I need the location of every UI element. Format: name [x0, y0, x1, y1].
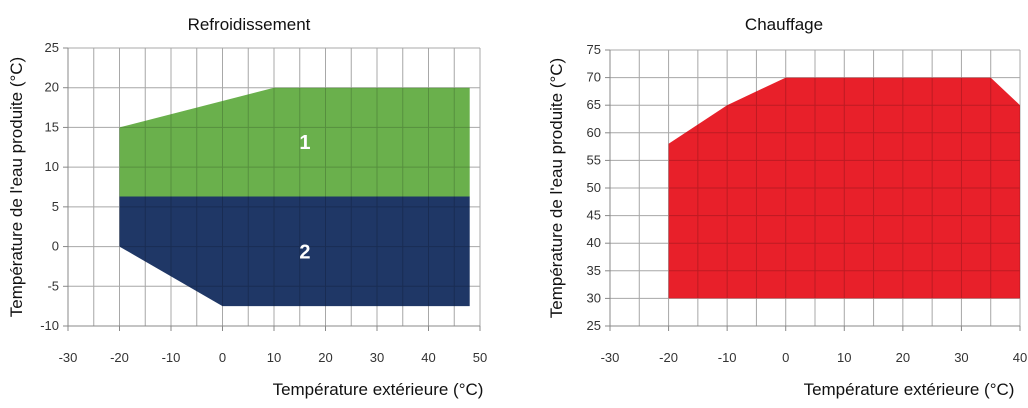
heating-chart-svg: Chauffage 25 30 35 40 45 50 55 60 65 70 75 -30 -20 -10…: [547, 15, 1027, 399]
y-tick-label: 0: [52, 239, 59, 254]
x-axis-label: Température extérieure (°C): [273, 380, 484, 399]
x-tick-label: 0: [782, 350, 789, 365]
zone-area-1: [668, 77, 1020, 299]
x-tick-label: -30: [59, 350, 78, 365]
x-tick-label: 40: [1013, 350, 1027, 365]
y-tick-label: 30: [587, 290, 601, 305]
cooling-chart-svg: Refroidissement 1 2 -10 -5 0 5 10 15 20 25 -30 -20 -1…: [7, 15, 487, 399]
x-tick-label: 10: [267, 350, 281, 365]
y-tick-label: 25: [45, 40, 59, 55]
x-tick-label: 30: [954, 350, 968, 365]
y-tick-label: 55: [587, 152, 601, 167]
y-tick-label: 5: [52, 199, 59, 214]
x-tick-label: 40: [421, 350, 435, 365]
x-tick-label: 20: [896, 350, 910, 365]
y-tick-label: 50: [587, 180, 601, 195]
x-axis-label: Température extérieure (°C): [804, 380, 1015, 399]
y-tick-label: 20: [45, 80, 59, 95]
y-tick-label: 40: [587, 235, 601, 250]
zone-area-2: [119, 196, 470, 307]
x-tick-label: -10: [162, 350, 181, 365]
y-tick-label: 65: [587, 97, 601, 112]
zone-label-1: 1: [299, 132, 310, 154]
y-axis-label: Température de l'eau produite (°C): [547, 58, 566, 318]
x-tick-label: 50: [473, 350, 487, 365]
chart-title: Refroidissement: [188, 15, 311, 34]
y-tick-label: 75: [587, 42, 601, 57]
y-axis-label: Température de l'eau produite (°C): [7, 57, 26, 317]
x-tick-label: -30: [601, 350, 620, 365]
x-tick-label: -10: [718, 350, 737, 365]
x-tick-label: -20: [110, 350, 129, 365]
grid-overlay: [67, 47, 481, 327]
x-tick-label: 10: [837, 350, 851, 365]
heating-chart: Chauffage 25 30 35 40 45 50 55 60 65 70 75 -30 -20 -10…: [514, 0, 1028, 403]
y-tick-label: -5: [47, 278, 59, 293]
zone-area-1: [119, 87, 470, 197]
x-tick-label: 30: [370, 350, 384, 365]
x-tick-label: 0: [219, 350, 226, 365]
y-tick-label: 60: [587, 125, 601, 140]
cooling-chart: Refroidissement 1 2 -10 -5 0 5 10 15 20 25 -30 -20 -1…: [0, 0, 514, 403]
y-tick-label: -10: [40, 318, 59, 333]
zone-label-2: 2: [299, 241, 310, 263]
y-tick-label: 35: [587, 263, 601, 278]
y-tick-label: 25: [587, 318, 601, 333]
chart-title: Chauffage: [745, 15, 823, 34]
y-tick-label: 15: [45, 119, 59, 134]
y-tick-label: 45: [587, 208, 601, 223]
y-tick-label: 70: [587, 70, 601, 85]
x-tick-label: 20: [318, 350, 332, 365]
x-tick-label: -20: [659, 350, 678, 365]
y-tick-label: 10: [45, 159, 59, 174]
